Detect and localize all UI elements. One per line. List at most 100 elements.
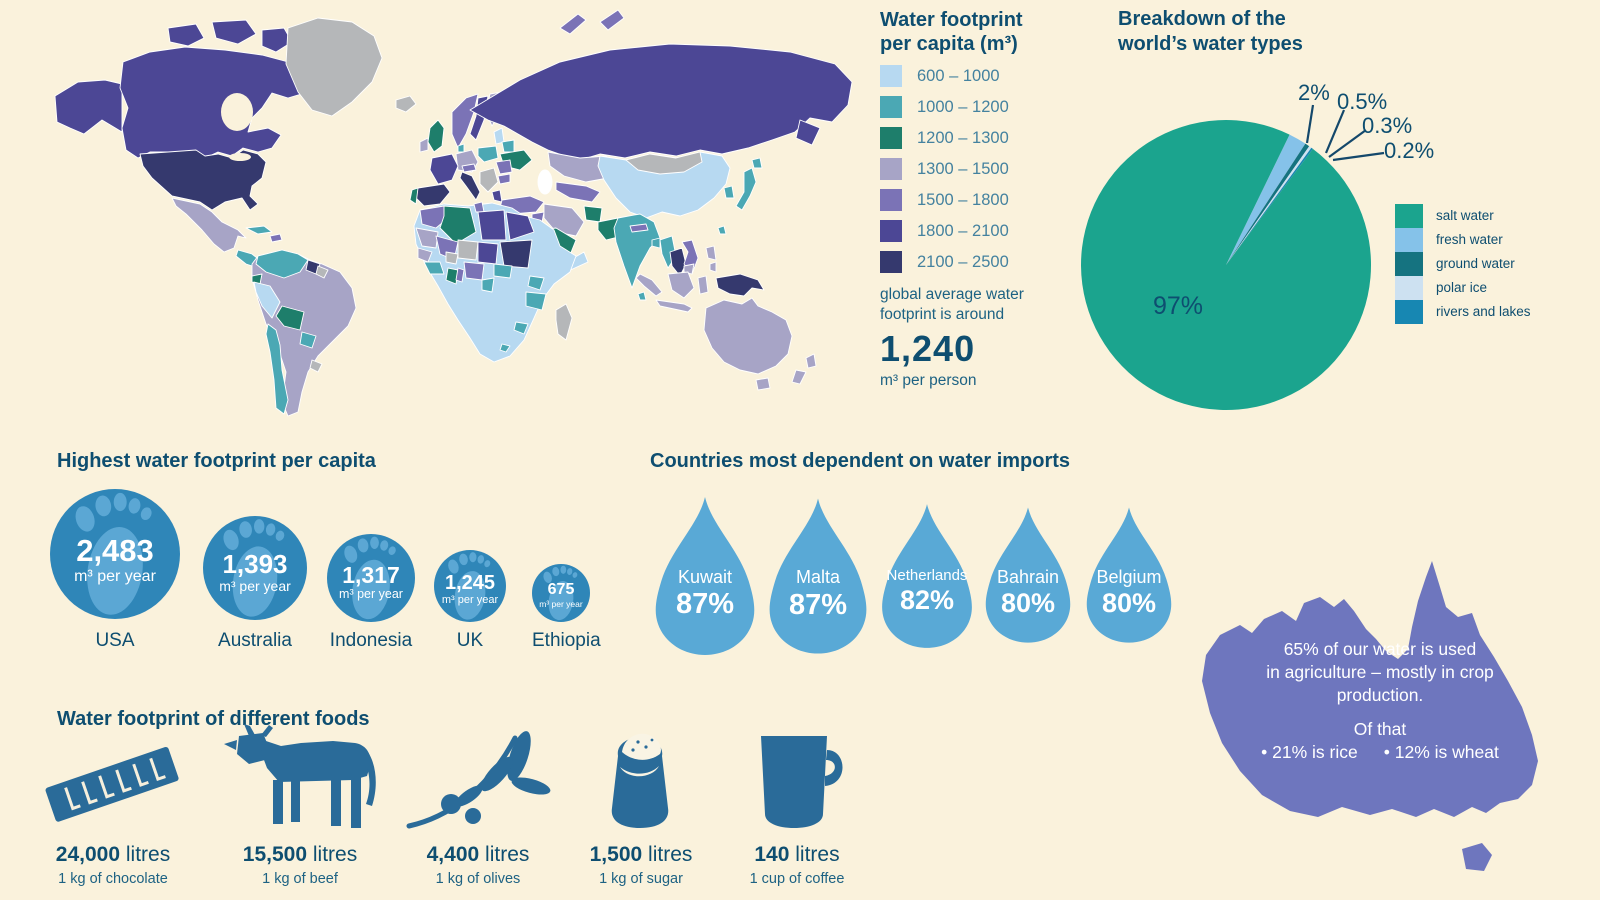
foods-heading: Water footprint of different foods: [57, 708, 370, 730]
water-drop-icon: [769, 498, 867, 654]
drop-country: Netherlands: [886, 566, 968, 584]
legend-range-label: 1500 – 1800: [917, 190, 1009, 209]
footprint-unit: m³ per year: [339, 586, 403, 601]
legend-row: 1200 – 1300: [880, 127, 1110, 149]
pie-callout-lines: [1305, 104, 1385, 162]
footprint-country-indonesia: Indonesia: [329, 630, 413, 651]
legend-swatch: [880, 65, 902, 87]
water-drop-netherlands: Netherlands 82%: [876, 497, 978, 655]
water-drop-kuwait: Kuwait 87%: [649, 492, 761, 660]
pie-slice-ground-water: [1226, 143, 1310, 265]
rice-bullet: • 21% is rice: [1261, 742, 1358, 763]
water-drop-icon: [882, 504, 972, 648]
drop-percentage: 82%: [899, 585, 955, 616]
tasmania: [1462, 843, 1492, 871]
footprint-value: 1,317: [342, 561, 400, 588]
footprint-icon: [543, 565, 578, 621]
food-item-olives: 4,400 litres 1 kg of olives: [378, 722, 578, 887]
legend-range-label: 1000 – 1200: [917, 97, 1009, 116]
footprint-circle-indonesia: 1,317 m³ per year: [327, 534, 415, 622]
legend-range-label: 1800 – 2100: [917, 221, 1009, 240]
footprint-circle-uk: 1,245 m³ per year: [434, 550, 506, 622]
pie-legend-swatches: [1395, 204, 1423, 324]
legend-range-label: 1300 – 1500: [917, 159, 1009, 178]
sugar-sack-icon: [611, 733, 669, 828]
global-average-value: 1,240: [880, 328, 976, 370]
food-item-beef: 15,500 litres 1 kg of beef: [200, 722, 400, 887]
pie-wedges: [1081, 120, 1372, 411]
cow-icon: [224, 724, 376, 828]
footprint-country-ethiopia: Ethiopia: [532, 630, 601, 651]
drop-country: Kuwait: [677, 566, 733, 587]
map-legend-title-line1: Water footprint: [880, 9, 1023, 31]
continent-africa: [413, 201, 577, 363]
legend-row: 600 – 1000: [880, 65, 1110, 87]
pie-callout-fresh-water: 2%: [1298, 80, 1330, 105]
footprint-value: 1,393: [222, 549, 288, 580]
footprint-value: 2,483: [76, 532, 154, 568]
water-drop-bahrain: Bahrain 80%: [980, 499, 1076, 651]
pie-legend-labels: salt water fresh water ground water pola…: [1436, 208, 1531, 319]
olive-branch-icon: [406, 731, 551, 829]
map-legend-title: Water footprint per capita (m³): [880, 8, 1110, 56]
footprint-unit: m³ per year: [219, 578, 291, 595]
legend-swatch: [880, 189, 902, 211]
drop-country: Bahrain: [996, 566, 1060, 587]
legend-row: 1000 – 1200: [880, 96, 1110, 118]
map-legend: Water footprint per capita (m³) 600 – 10…: [880, 8, 1110, 390]
chocolate-bar-icon: [45, 746, 179, 822]
food-desc: 1 kg of beef: [262, 871, 338, 887]
legend-swatch: [880, 220, 902, 242]
food-desc: 1 kg of olives: [435, 871, 521, 887]
food-item-sugar: 1,500 litres 1 kg of sugar: [541, 722, 741, 887]
legend-row: 2100 – 2500: [880, 251, 1110, 273]
footprints-heading: Highest water footprint per capita: [57, 450, 376, 472]
food-unit: litres: [312, 843, 358, 866]
drop-country: Malta: [795, 567, 840, 588]
footprint-country-usa: USA: [95, 630, 135, 651]
food-unit: litres: [125, 843, 171, 866]
footprint-unit: m³ per year: [74, 568, 156, 586]
footprint-icon: [223, 519, 285, 617]
footprint-icon: [448, 552, 491, 620]
pie-slice-polar-ice: [1226, 146, 1312, 265]
food-unit: litres: [485, 843, 530, 866]
global-average-unit: m³ per person: [880, 372, 977, 390]
world-choropleth-map: [54, 9, 853, 417]
footprint-value: 1,245: [444, 571, 496, 594]
global-average-note: global average water footprint is around: [880, 286, 1024, 324]
water-drop-icon: [1086, 507, 1172, 643]
drop-country: Belgium: [1096, 566, 1162, 587]
wheat-bullet: • 12% is wheat: [1383, 742, 1499, 763]
legend-swatch: [1395, 276, 1423, 300]
continent-north-america: [54, 17, 417, 269]
footprint-circle-usa: 2,483 m³ per year: [50, 489, 180, 619]
food-unit: litres: [795, 843, 840, 866]
water-types-pie-chart: [1081, 104, 1385, 411]
food-unit: litres: [648, 843, 693, 866]
food-desc: 1 kg of chocolate: [58, 871, 168, 887]
legend-swatch: [1395, 228, 1423, 252]
food-value: 4,400: [426, 843, 480, 866]
food-item-coffee: 140 litres 1 cup of coffee: [697, 722, 897, 887]
legend-row: 1300 – 1500: [880, 158, 1110, 180]
australia-fact-text: 65% of our water is used in agriculture …: [1266, 639, 1494, 706]
legend-row: 1800 – 2100: [880, 220, 1110, 242]
water-drop-malta: Malta 87%: [763, 493, 873, 659]
pie-salt-water-label: 97%: [1152, 292, 1204, 320]
water-drop-icon: [655, 497, 755, 655]
pie-slice-rivers-and-lakes: [1226, 147, 1313, 265]
australia-fact-breakdown: Of that • 21% is rice • 12% is wheat: [1230, 718, 1530, 764]
map-legend-title-line2: per capita (m³): [880, 33, 1018, 55]
drop-percentage: 87%: [788, 588, 848, 621]
legend-swatch: [880, 127, 902, 149]
pie-legend: salt water fresh water ground water pola…: [1395, 204, 1531, 324]
food-value: 140: [754, 843, 790, 866]
food-value: 15,500: [242, 843, 308, 866]
legend-swatch: [1395, 300, 1423, 324]
drop-percentage: 87%: [675, 588, 735, 621]
food-value: 24,000: [55, 843, 121, 866]
legend-swatch: [880, 251, 902, 273]
food-desc: 1 cup of coffee: [749, 871, 845, 887]
food-desc: 1 kg of sugar: [599, 871, 683, 887]
